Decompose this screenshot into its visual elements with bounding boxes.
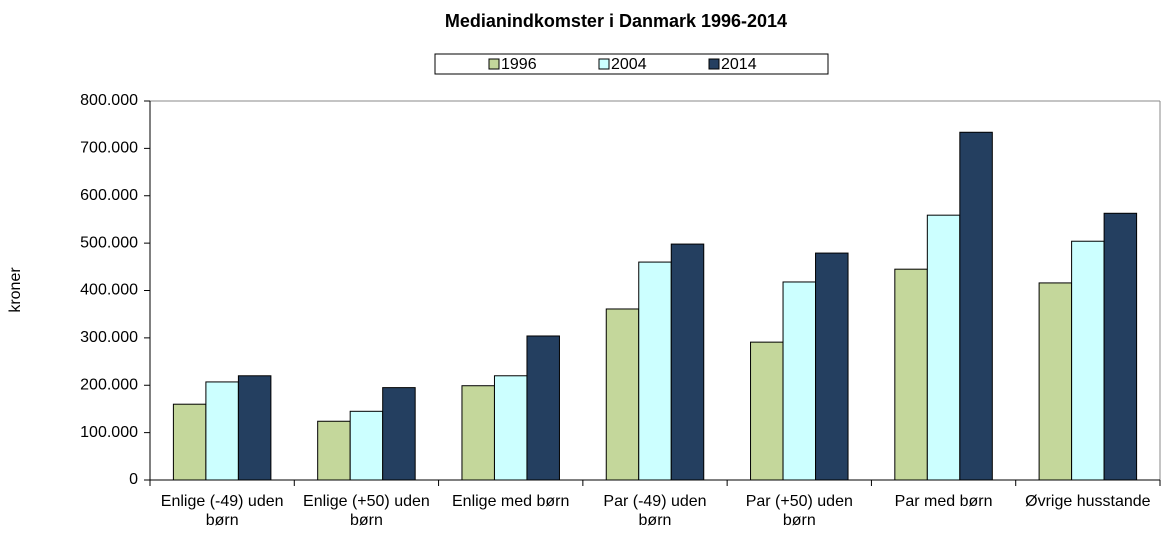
bar (605, 308, 640, 481)
x-tick-label: Enlige (+50) uden børn (303, 493, 430, 529)
bar (959, 131, 993, 481)
y-tick-label: 700.000 (80, 140, 138, 157)
bar (493, 375, 528, 481)
y-tick-label: 100.000 (80, 424, 138, 441)
y-tick-label: 0 (129, 471, 138, 488)
y-axis-label: kroner (7, 267, 24, 313)
legend-box (434, 53, 829, 75)
bar (349, 410, 384, 481)
legend-label: 2014 (721, 56, 757, 73)
x-tick-label: Par (+50) uden børn (745, 493, 853, 529)
bar (815, 252, 849, 481)
bar (382, 387, 416, 481)
bar (750, 341, 784, 481)
y-tick-label: 200.000 (80, 376, 138, 393)
x-tick-label: Enlige med børn (452, 493, 570, 510)
legend-swatch (708, 58, 720, 70)
bar (237, 375, 272, 481)
chart-title: Medianindkomster i Danmark 1996-2014 (445, 11, 787, 31)
legend-swatch (488, 58, 500, 70)
x-tick-label: Enlige (-49) uden børn (160, 493, 284, 529)
bar (670, 243, 705, 481)
y-tick-label: 400.000 (80, 282, 138, 299)
bar (926, 214, 961, 481)
legend-label: 1996 (501, 56, 537, 73)
x-tick-label: Par med børn (894, 493, 993, 510)
bar (317, 420, 351, 481)
bar (782, 281, 817, 481)
bar (894, 268, 928, 481)
y-tick-label: 600.000 (80, 187, 138, 204)
bar (638, 261, 672, 481)
bar (1071, 240, 1105, 481)
legend-label: 2004 (611, 56, 647, 73)
x-tick-label: Par (-49) uden børn (603, 493, 707, 529)
y-tick-label: 300.000 (80, 329, 138, 346)
bar (1103, 212, 1138, 481)
legend-swatch (598, 58, 610, 70)
bar (205, 381, 239, 481)
bar (526, 335, 560, 481)
bar (1038, 282, 1073, 481)
bar (172, 403, 207, 481)
bar (461, 385, 495, 481)
y-tick-label: 500.000 (80, 234, 138, 251)
x-tick-label: Øvrige husstande (1025, 493, 1151, 510)
y-tick-label: 800.000 (80, 92, 138, 109)
